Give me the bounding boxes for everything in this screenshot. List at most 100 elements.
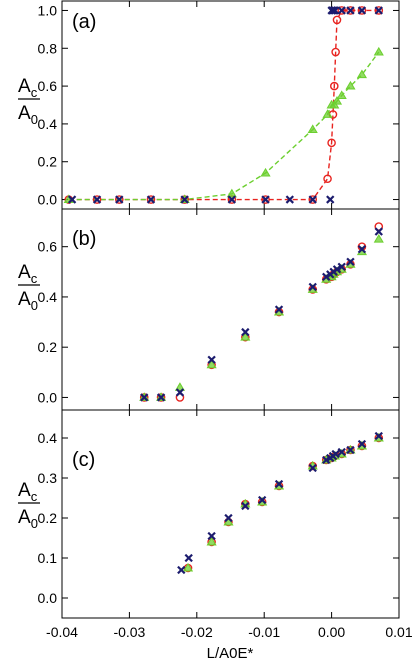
panel-b-cross-marker-stroke: [346, 257, 355, 266]
panel-a-ylabel: Ac A0: [18, 76, 40, 127]
panel-a-ylabel-numerator: A: [18, 76, 31, 97]
panel-c-cross-marker: [258, 495, 267, 505]
panel-b-y-tick-label: 0.6: [38, 239, 58, 255]
panel-b-cross-marker: [346, 257, 355, 266]
panel-c-cross-marker-stroke: [224, 513, 233, 523]
panel-b-cross-marker-stroke: [175, 388, 185, 397]
x-axis-label: L/A0E*: [207, 645, 254, 662]
panel-b-cross-marker-stroke: [337, 262, 346, 271]
panel-c-cross-marker: [374, 431, 383, 441]
panel-c-y-tick-label: 0.1: [38, 550, 58, 566]
panel-a-triangle-marker: [226, 188, 237, 198]
panel-a-cross-marker: [67, 195, 77, 204]
panel-c-cross-marker-stroke: [241, 501, 250, 511]
panel-c-cross-marker-stroke: [258, 495, 267, 505]
panel-a-cross-marker-stroke: [67, 195, 77, 204]
panel-c-y-ticks: 0.0 0.1 0.2 0.3 0.4: [38, 430, 399, 606]
panel-a-cross-marker-stroke: [285, 195, 294, 204]
panel-a-cross-marker: [227, 195, 237, 204]
panel-b-triangle-marker: [174, 382, 186, 391]
panel-c-cross-marker-stroke: [308, 463, 317, 473]
panel-b-cross-marker: [140, 393, 149, 402]
panel-b-cross-marker-stroke: [241, 327, 250, 337]
panel-c-cross-marker: [274, 479, 284, 489]
panel-a-circle-marker: [346, 6, 355, 15]
panel-b-ylabel-numerator: A: [18, 262, 31, 283]
panel-c-cross-marker-stroke: [274, 479, 284, 489]
panel-b-cross-marker-stroke: [207, 355, 216, 364]
panel-c-ylabel: Ac A0: [18, 480, 40, 531]
panel-a-cross-marker: [374, 6, 383, 15]
panel-a-cross-marker: [337, 6, 346, 15]
panel-a-cross-marker: [330, 6, 340, 15]
panel-a-circle-marker: [374, 6, 384, 15]
panel-a-circle-marker: [261, 195, 270, 204]
x-tick-label: 0.01: [385, 624, 412, 640]
panel-b-cross-marker: [241, 327, 250, 337]
panel-b-triangle-marker: [206, 359, 217, 369]
panel-c-cross-marker: [241, 501, 250, 511]
panel-a-x-ticks: [61, 1, 400, 209]
panel-b: 0.0 0.2 0.4 0.6 (b) Ac A0: [18, 208, 400, 411]
panel-b-cross-marker-stroke: [274, 305, 284, 314]
panel-a-circle-marker: [92, 195, 102, 204]
panel-b-cross-marker: [337, 262, 346, 271]
panel-a-cross-marker-stroke: [346, 6, 355, 15]
panel-c-frame: [61, 409, 400, 619]
panel-a-label: (a): [72, 11, 96, 33]
panel-a-y-tick-label: 0.8: [38, 40, 58, 56]
panel-c: 0.0 0.1 0.2 0.3 0.4 (c) Ac A0: [18, 409, 400, 619]
panel-a-cross-marker: [261, 195, 270, 204]
panel-c-y-tick-label: 0.0: [38, 590, 58, 606]
panel-a-triangle-marker: [336, 90, 347, 99]
panel-b-label: (b): [72, 228, 96, 250]
panel-a-cross-marker-stroke: [261, 195, 270, 204]
panel-b-cross-marker: [274, 305, 284, 314]
panel-a-cross-marker: [115, 195, 124, 204]
panel-a-cross-marker-stroke: [337, 6, 346, 15]
panel-a-circle-marker: [308, 195, 318, 204]
panel-a-ylabel-numerator-sub: c: [31, 85, 38, 100]
panel-b-cross-marker-stroke: [308, 282, 317, 292]
panel-c-y-tick-label: 0.4: [38, 430, 58, 446]
panel-b-y-ticks: 0.0 0.2 0.4 0.6: [38, 239, 399, 405]
panel-a-triangle-marker: [331, 96, 343, 105]
panel-a-cross-marker-stroke: [326, 195, 335, 204]
panel-a-cross-marker: [326, 195, 335, 204]
panel-a-circle-marker: [331, 47, 340, 57]
panel-a-cross-marker: [346, 6, 355, 15]
panel-a-triangle-marker: [356, 69, 368, 79]
panel-a-cross-marker: [180, 195, 189, 204]
panel-c-cross-marker: [337, 447, 346, 457]
panel-c-x-ticks: [61, 410, 400, 618]
panel-a: 0.0 0.2 0.4 0.6 0.8 1.0 (a) Ac A0: [18, 0, 400, 210]
panel-c-cross-marker: [331, 449, 340, 459]
panel-c-ylabel-numerator: A: [18, 480, 31, 501]
svg-text:Ac: Ac: [18, 480, 38, 504]
svg-text:Ac: Ac: [18, 262, 38, 286]
x-tick-label: -0.01: [248, 624, 280, 640]
panel-c-ylabel-numerator-sub: c: [31, 489, 38, 504]
panel-b-y-tick-label: 0.0: [38, 389, 58, 405]
panel-c-cross-marker-stroke: [177, 565, 186, 575]
panel-a-circle-marker: [329, 81, 339, 91]
panel-c-cross-marker: [177, 565, 186, 575]
panel-c-cross-marker: [207, 531, 216, 541]
panel-b-ylabel-denominator: A: [18, 289, 31, 310]
panel-a-triangle-marker: [373, 46, 384, 56]
panel-a-circle-marker: [146, 195, 156, 204]
panel-b-ylabel-denominator-sub: 0: [31, 298, 38, 313]
panel-b-cross-marker: [357, 245, 367, 254]
panel-c-cross-marker: [346, 445, 355, 455]
panel-c-marks: [177, 431, 384, 575]
panel-b-ylabel-numerator-sub: c: [31, 271, 38, 286]
panel-b-cross-marker-stroke: [357, 245, 367, 254]
panel-b-cross-marker: [156, 393, 166, 402]
panel-a-circle-marker: [114, 195, 124, 204]
x-tick-label: -0.03: [113, 624, 145, 640]
panel-c-cross-marker-stroke: [207, 531, 216, 541]
panel-c-cross-marker-stroke: [337, 447, 346, 457]
panel-a-cross-marker: [285, 195, 294, 204]
